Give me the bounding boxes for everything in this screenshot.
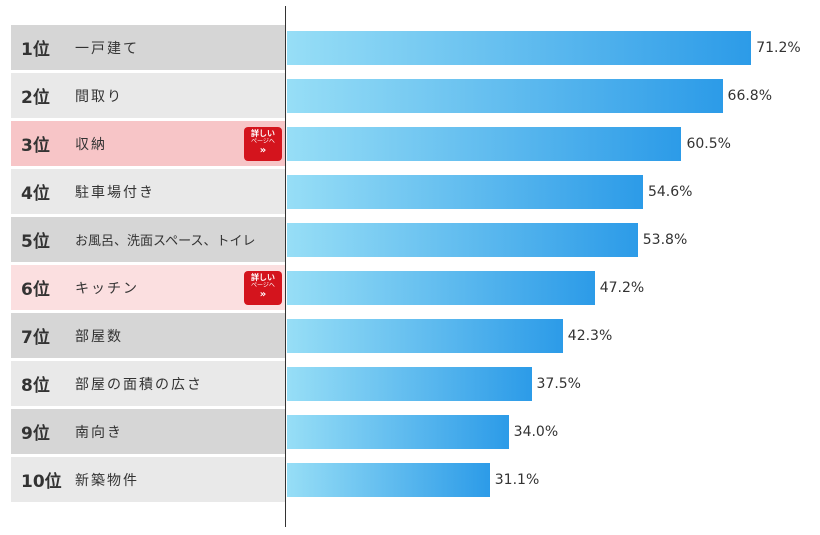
category-label: 部屋数 bbox=[75, 328, 123, 345]
ranking-row-5: 5位 お風呂、洗面スペース、トイレ bbox=[11, 217, 285, 262]
value-label: 60.5% bbox=[686, 136, 731, 152]
rank-label: 8位 bbox=[21, 376, 50, 396]
category-label: 新築物件 bbox=[75, 472, 139, 489]
ranking-row-2: 2位 間取り bbox=[11, 73, 285, 118]
category-label: お風呂、洗面スペース、トイレ bbox=[75, 234, 256, 249]
category-label: 一戸建て bbox=[75, 40, 139, 57]
axis-line bbox=[285, 6, 286, 527]
details-button-label: 詳しい bbox=[251, 129, 275, 138]
bar-7 bbox=[287, 319, 563, 353]
bar-2 bbox=[287, 79, 723, 113]
rank-label: 10位 bbox=[21, 472, 62, 492]
value-label: 47.2% bbox=[599, 280, 645, 296]
ranking-row-3: 3位 収納 詳しい ページへ» bbox=[11, 121, 285, 166]
double-chevron-right-icon: » bbox=[259, 289, 267, 300]
category-label: 部屋の面積の広さ bbox=[75, 376, 203, 393]
value-label: 31.1% bbox=[494, 472, 540, 488]
category-label: 収納 bbox=[75, 136, 107, 153]
bar-4 bbox=[287, 175, 643, 209]
rank-label: 4位 bbox=[21, 184, 50, 204]
rank-label: 3位 bbox=[21, 136, 50, 156]
details-link-button[interactable]: 詳しい ページへ» bbox=[244, 271, 282, 305]
bar-6 bbox=[287, 271, 595, 305]
value-label: 66.8% bbox=[727, 88, 773, 104]
value-label: 34.0% bbox=[513, 424, 559, 440]
bar-8 bbox=[287, 367, 532, 401]
value-label: 54.6% bbox=[647, 184, 693, 200]
rank-label: 5位 bbox=[21, 232, 50, 252]
details-button-sublabel: ページへ bbox=[251, 282, 275, 289]
rank-label: 7位 bbox=[21, 328, 50, 348]
bar-5 bbox=[287, 223, 638, 257]
bar-1 bbox=[287, 31, 752, 65]
ranking-row-1: 1位 一戸建て bbox=[11, 25, 285, 70]
category-label: キッチン bbox=[75, 280, 139, 297]
ranking-row-4: 4位 駐車場付き bbox=[11, 169, 285, 214]
bar-9 bbox=[287, 415, 509, 449]
rank-label: 2位 bbox=[21, 88, 50, 108]
ranking-row-6: 6位 キッチン 詳しい ページへ» bbox=[11, 265, 285, 310]
bar-10 bbox=[287, 463, 490, 497]
category-label: 間取り bbox=[75, 88, 123, 105]
details-button-label: 詳しい bbox=[251, 273, 275, 282]
ranking-row-7: 7位 部屋数 bbox=[11, 313, 285, 358]
value-label: 53.8% bbox=[642, 232, 688, 248]
double-chevron-right-icon: » bbox=[259, 145, 267, 156]
ranking-row-8: 8位 部屋の面積の広さ bbox=[11, 361, 285, 406]
ranking-row-10: 10位 新築物件 bbox=[11, 457, 285, 502]
details-link-button[interactable]: 詳しい ページへ» bbox=[244, 127, 282, 161]
value-label: 37.5% bbox=[536, 376, 581, 392]
ranking-row-9: 9位 南向き bbox=[11, 409, 285, 454]
category-label: 駐車場付き bbox=[75, 184, 155, 201]
bar-3 bbox=[287, 127, 682, 161]
rank-label: 6位 bbox=[21, 280, 50, 300]
rank-label: 1位 bbox=[21, 40, 50, 60]
value-label: 42.3% bbox=[567, 328, 613, 344]
value-label: 71.2% bbox=[756, 40, 801, 56]
details-button-sublabel: ページへ bbox=[251, 138, 275, 145]
rank-label: 9位 bbox=[21, 424, 50, 444]
category-label: 南向き bbox=[75, 424, 123, 441]
